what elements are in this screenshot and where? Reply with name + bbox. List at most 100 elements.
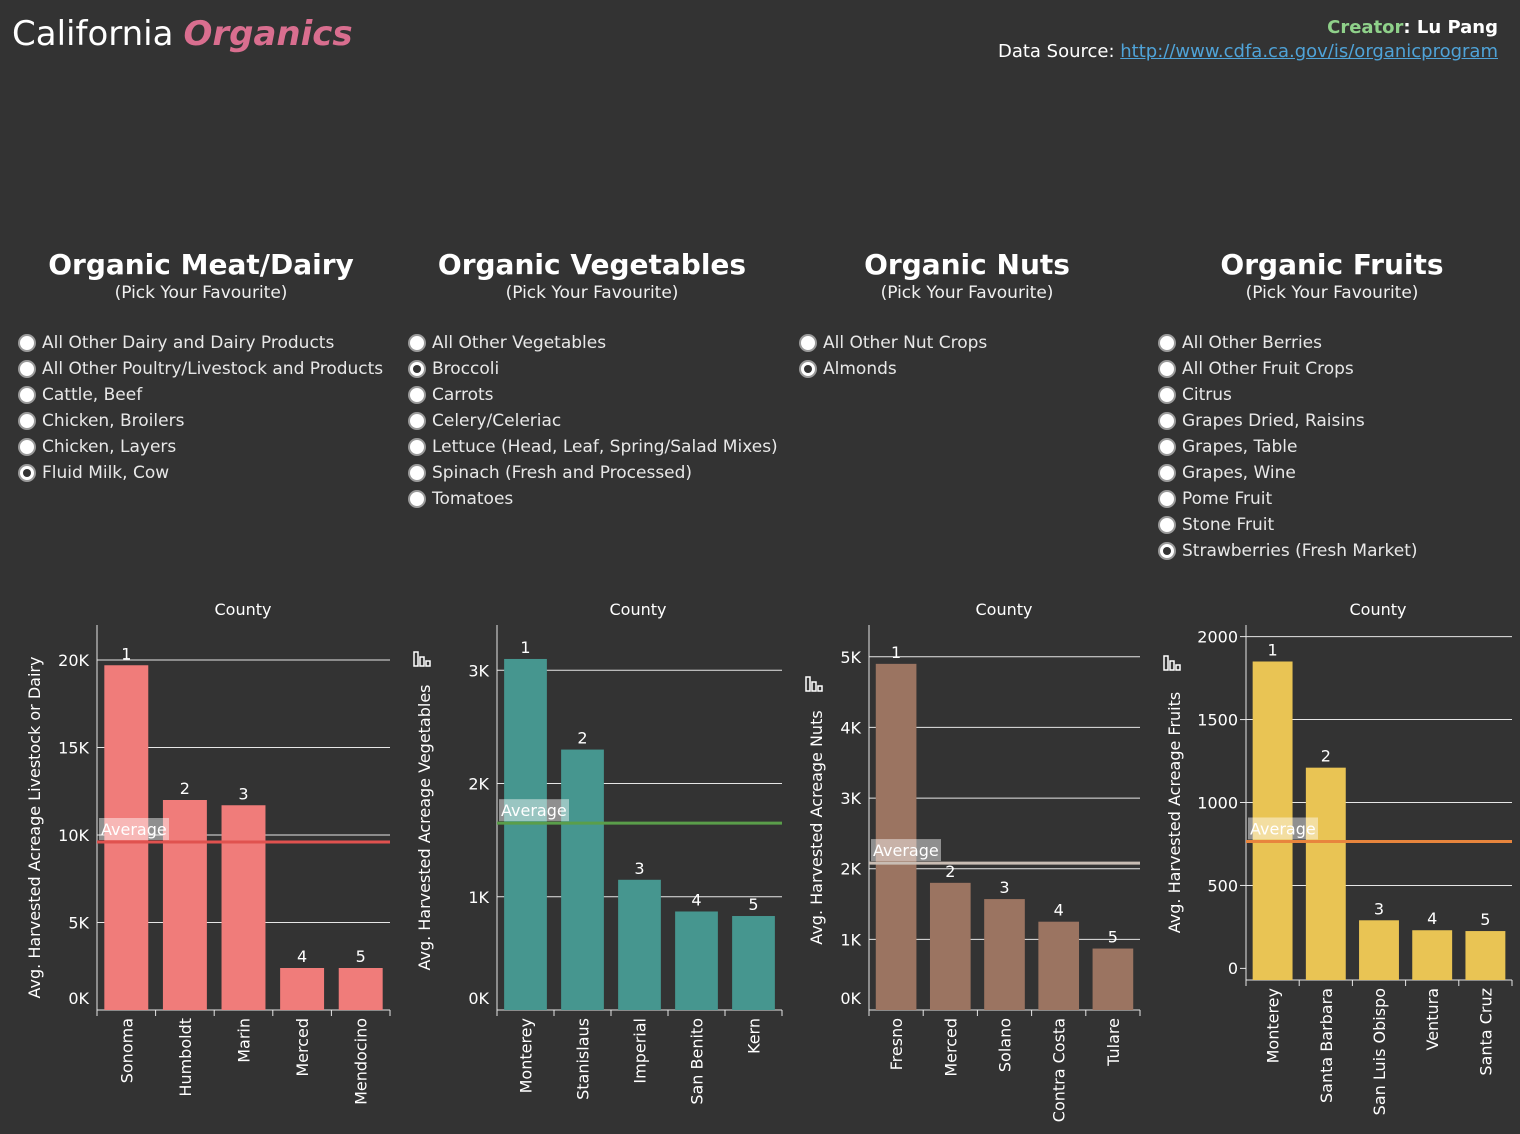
option-stone-fruit[interactable]: Stone Fruit (1158, 512, 1418, 538)
radio-button[interactable] (799, 360, 817, 378)
radio-button[interactable] (1158, 516, 1176, 534)
option-label: Chicken, Broilers (42, 411, 185, 431)
radio-button[interactable] (18, 464, 36, 482)
radio-button[interactable] (408, 334, 426, 352)
icon-bar (805, 676, 811, 692)
y-tick-label: 5K (68, 914, 89, 933)
rank-label: 4 (691, 890, 701, 909)
average-label-bg (99, 818, 169, 840)
meat-dairy-options: All Other Dairy and Dairy Products All Ot… (18, 330, 383, 486)
rank-label: 2 (577, 729, 587, 748)
radio-button[interactable] (408, 464, 426, 482)
x-tick-label: Monterey (1264, 988, 1283, 1063)
option-all-other-vegetables[interactable]: All Other Vegetables (408, 330, 778, 356)
radio-button[interactable] (1158, 334, 1176, 352)
icon-bar (419, 656, 425, 667)
radio-button[interactable] (1158, 490, 1176, 508)
radio-button[interactable] (1158, 360, 1176, 378)
option-cattle-beef[interactable]: Cattle, Beef (18, 382, 383, 408)
option-label: Tomatoes (432, 489, 514, 509)
option-all-other-dairy-and-dairy-products[interactable]: All Other Dairy and Dairy Products (18, 330, 383, 356)
option-celery-celeriac[interactable]: Celery/Celeriac (408, 408, 778, 434)
option-all-other-berries[interactable]: All Other Berries (1158, 330, 1418, 356)
option-almonds[interactable]: Almonds (799, 356, 987, 382)
y-tick-label: 2K (468, 775, 489, 794)
rank-label: 5 (1480, 910, 1490, 929)
option-chicken-layers[interactable]: Chicken, Layers (18, 434, 383, 460)
radio-button[interactable] (18, 334, 36, 352)
bar-chart-icon (413, 651, 431, 667)
radio-button[interactable] (408, 386, 426, 404)
icon-bar (425, 660, 431, 667)
y-tick-label: 4K (840, 718, 861, 737)
radio-button[interactable] (18, 386, 36, 404)
option-all-other-nut-crops[interactable]: All Other Nut Crops (799, 330, 987, 356)
rank-label: 3 (999, 878, 1009, 897)
chart-meat-dairy: County 0K 5K 10K 15K 20K 1 Sonoma 2 Humboldt 3 Mari… (25, 600, 391, 1105)
option-chicken-broilers[interactable]: Chicken, Broilers (18, 408, 383, 434)
option-label: All Other Vegetables (432, 333, 607, 353)
option-label: Carrots (432, 385, 494, 405)
radio-button[interactable] (18, 360, 36, 378)
bar (504, 658, 547, 1010)
radio-button[interactable] (18, 438, 36, 456)
panel-subtitle: (Pick Your Favourite) (505, 283, 679, 303)
radio-button[interactable] (18, 412, 36, 430)
x-tick-label: Marin (235, 1018, 254, 1063)
radio-button[interactable] (1158, 542, 1176, 560)
average-label-bg (499, 799, 569, 822)
option-citrus[interactable]: Citrus (1158, 382, 1418, 408)
y-tick-label: 1K (840, 930, 861, 949)
x-tick-label: Kern (745, 1018, 764, 1054)
rank-label: 2 (180, 779, 190, 798)
y-tick-label: 3K (468, 661, 489, 680)
average-label-bg (871, 839, 941, 862)
rank-label: 4 (1427, 909, 1437, 928)
radio-button[interactable] (1158, 438, 1176, 456)
bar (875, 663, 917, 1010)
radio-button[interactable] (1158, 386, 1176, 404)
option-all-other-fruit-crops[interactable]: All Other Fruit Crops (1158, 356, 1418, 382)
option-label: Fluid Milk, Cow (42, 463, 170, 483)
bar (1412, 930, 1453, 980)
bar (1359, 920, 1399, 980)
panel-vegetables-header: Organic Vegetables (Pick Your Favourite) (431, 248, 753, 304)
option-strawberries-fresh-market[interactable]: Strawberries (Fresh Market) (1158, 538, 1418, 564)
option-grapes-dried-raisins[interactable]: Grapes Dried, Raisins (1158, 408, 1418, 434)
rank-label: 5 (356, 947, 366, 966)
radio-button[interactable] (408, 438, 426, 456)
radio-button[interactable] (799, 334, 817, 352)
option-grapes-wine[interactable]: Grapes, Wine (1158, 460, 1418, 486)
rank-label: 5 (748, 895, 758, 914)
bar (984, 899, 1025, 1010)
panel-fruits-header: Organic Fruits (Pick Your Favourite) (1171, 248, 1493, 304)
rank-label: 1 (520, 638, 530, 657)
option-tomatoes[interactable]: Tomatoes (408, 486, 778, 512)
y-tick-label: 500 (1207, 876, 1238, 895)
option-broccoli[interactable]: Broccoli (408, 356, 778, 382)
option-lettuce-head-leaf-spring-salad-mixes[interactable]: Lettuce (Head, Leaf, Spring/Salad Mixes) (408, 434, 778, 460)
y-tick-label: 0 (1228, 959, 1238, 978)
rank-label: 2 (945, 862, 955, 881)
x-tick-label: Mendocino (352, 1018, 371, 1105)
radio-button[interactable] (1158, 412, 1176, 430)
option-fluid-milk-cow[interactable]: Fluid Milk, Cow (18, 460, 383, 486)
nuts-options: All Other Nut Crops Almonds (799, 330, 987, 382)
radio-button[interactable] (408, 360, 426, 378)
option-pome-fruit[interactable]: Pome Fruit (1158, 486, 1418, 512)
bar (1252, 661, 1293, 980)
title-california: California (12, 14, 174, 54)
option-all-other-poultry-livestock-and-products[interactable]: All Other Poultry/Livestock and Products (18, 356, 383, 382)
data-source-link[interactable]: http://www.cdfa.ca.gov/is/organicprogram (1120, 41, 1498, 62)
bar (1038, 921, 1080, 1010)
option-carrots[interactable]: Carrots (408, 382, 778, 408)
radio-button[interactable] (408, 490, 426, 508)
option-grapes-table[interactable]: Grapes, Table (1158, 434, 1418, 460)
x-tick-label: Fresno (887, 1018, 906, 1070)
y-tick-label: 1K (468, 888, 489, 907)
radio-button[interactable] (1158, 464, 1176, 482)
chart-title: County (976, 600, 1033, 619)
bar (221, 805, 266, 1010)
option-spinach-fresh-and-processed[interactable]: Spinach (Fresh and Processed) (408, 460, 778, 486)
radio-button[interactable] (408, 412, 426, 430)
